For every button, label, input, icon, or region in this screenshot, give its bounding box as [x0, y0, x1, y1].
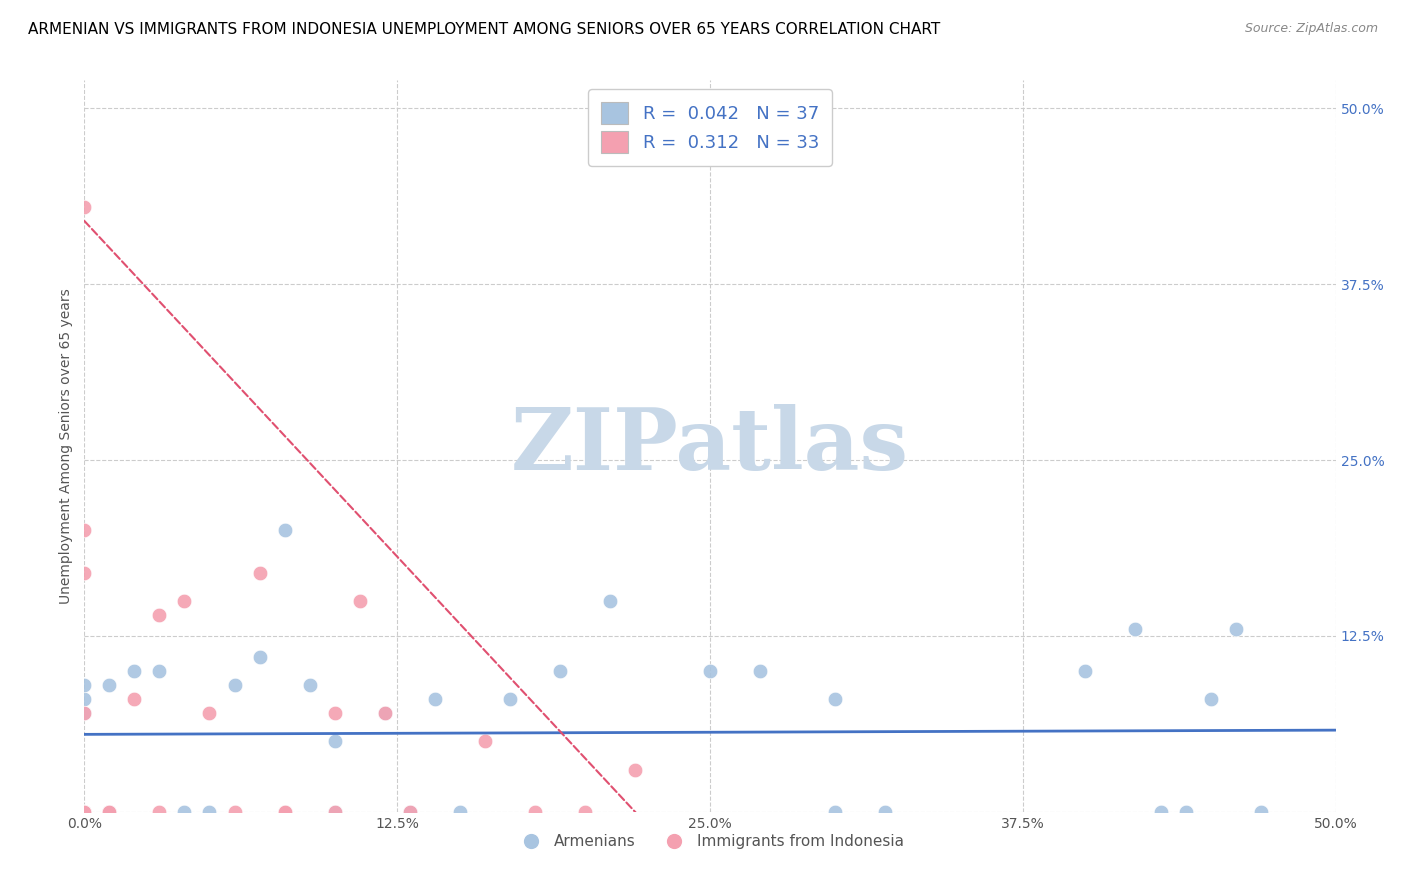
Point — [474, 734, 496, 748]
Point — [398, 805, 420, 819]
Point — [73, 805, 96, 819]
Point — [73, 805, 96, 819]
Point — [824, 692, 846, 706]
Point — [98, 805, 121, 819]
Point — [323, 805, 346, 819]
Point — [73, 805, 96, 819]
Point — [574, 805, 596, 819]
Point — [73, 200, 96, 214]
Text: ZIPatlas: ZIPatlas — [510, 404, 910, 488]
Point — [1074, 664, 1097, 678]
Point — [374, 706, 396, 721]
Point — [198, 706, 221, 721]
Point — [198, 805, 221, 819]
Point — [98, 678, 121, 692]
Point — [499, 692, 522, 706]
Point — [273, 805, 295, 819]
Point — [173, 805, 195, 819]
Point — [224, 805, 246, 819]
Point — [73, 678, 96, 692]
Point — [224, 678, 246, 692]
Point — [273, 524, 295, 538]
Point — [73, 805, 96, 819]
Point — [1149, 805, 1171, 819]
Point — [148, 607, 170, 622]
Point — [749, 664, 772, 678]
Point — [1225, 622, 1247, 636]
Point — [298, 678, 321, 692]
Y-axis label: Unemployment Among Seniors over 65 years: Unemployment Among Seniors over 65 years — [59, 288, 73, 604]
Legend: Armenians, Immigrants from Indonesia: Armenians, Immigrants from Indonesia — [510, 828, 910, 855]
Point — [173, 593, 195, 607]
Point — [374, 706, 396, 721]
Point — [124, 692, 146, 706]
Point — [699, 664, 721, 678]
Point — [73, 805, 96, 819]
Point — [148, 805, 170, 819]
Point — [1199, 692, 1222, 706]
Point — [1125, 622, 1147, 636]
Point — [548, 664, 571, 678]
Point — [273, 805, 295, 819]
Point — [73, 566, 96, 580]
Point — [1174, 805, 1197, 819]
Point — [323, 805, 346, 819]
Point — [98, 805, 121, 819]
Point — [349, 593, 371, 607]
Point — [98, 805, 121, 819]
Point — [423, 692, 446, 706]
Point — [73, 805, 96, 819]
Point — [398, 805, 420, 819]
Point — [73, 805, 96, 819]
Point — [98, 805, 121, 819]
Point — [249, 566, 271, 580]
Point — [624, 763, 647, 777]
Point — [73, 805, 96, 819]
Point — [73, 706, 96, 721]
Point — [73, 692, 96, 706]
Point — [73, 805, 96, 819]
Point — [875, 805, 897, 819]
Point — [73, 524, 96, 538]
Point — [73, 805, 96, 819]
Point — [323, 706, 346, 721]
Point — [73, 805, 96, 819]
Point — [148, 664, 170, 678]
Point — [523, 805, 546, 819]
Text: Source: ZipAtlas.com: Source: ZipAtlas.com — [1244, 22, 1378, 36]
Point — [599, 593, 621, 607]
Text: ARMENIAN VS IMMIGRANTS FROM INDONESIA UNEMPLOYMENT AMONG SENIORS OVER 65 YEARS C: ARMENIAN VS IMMIGRANTS FROM INDONESIA UN… — [28, 22, 941, 37]
Point — [1250, 805, 1272, 819]
Point — [124, 664, 146, 678]
Point — [249, 650, 271, 665]
Point — [824, 805, 846, 819]
Point — [449, 805, 471, 819]
Point — [73, 706, 96, 721]
Point — [323, 734, 346, 748]
